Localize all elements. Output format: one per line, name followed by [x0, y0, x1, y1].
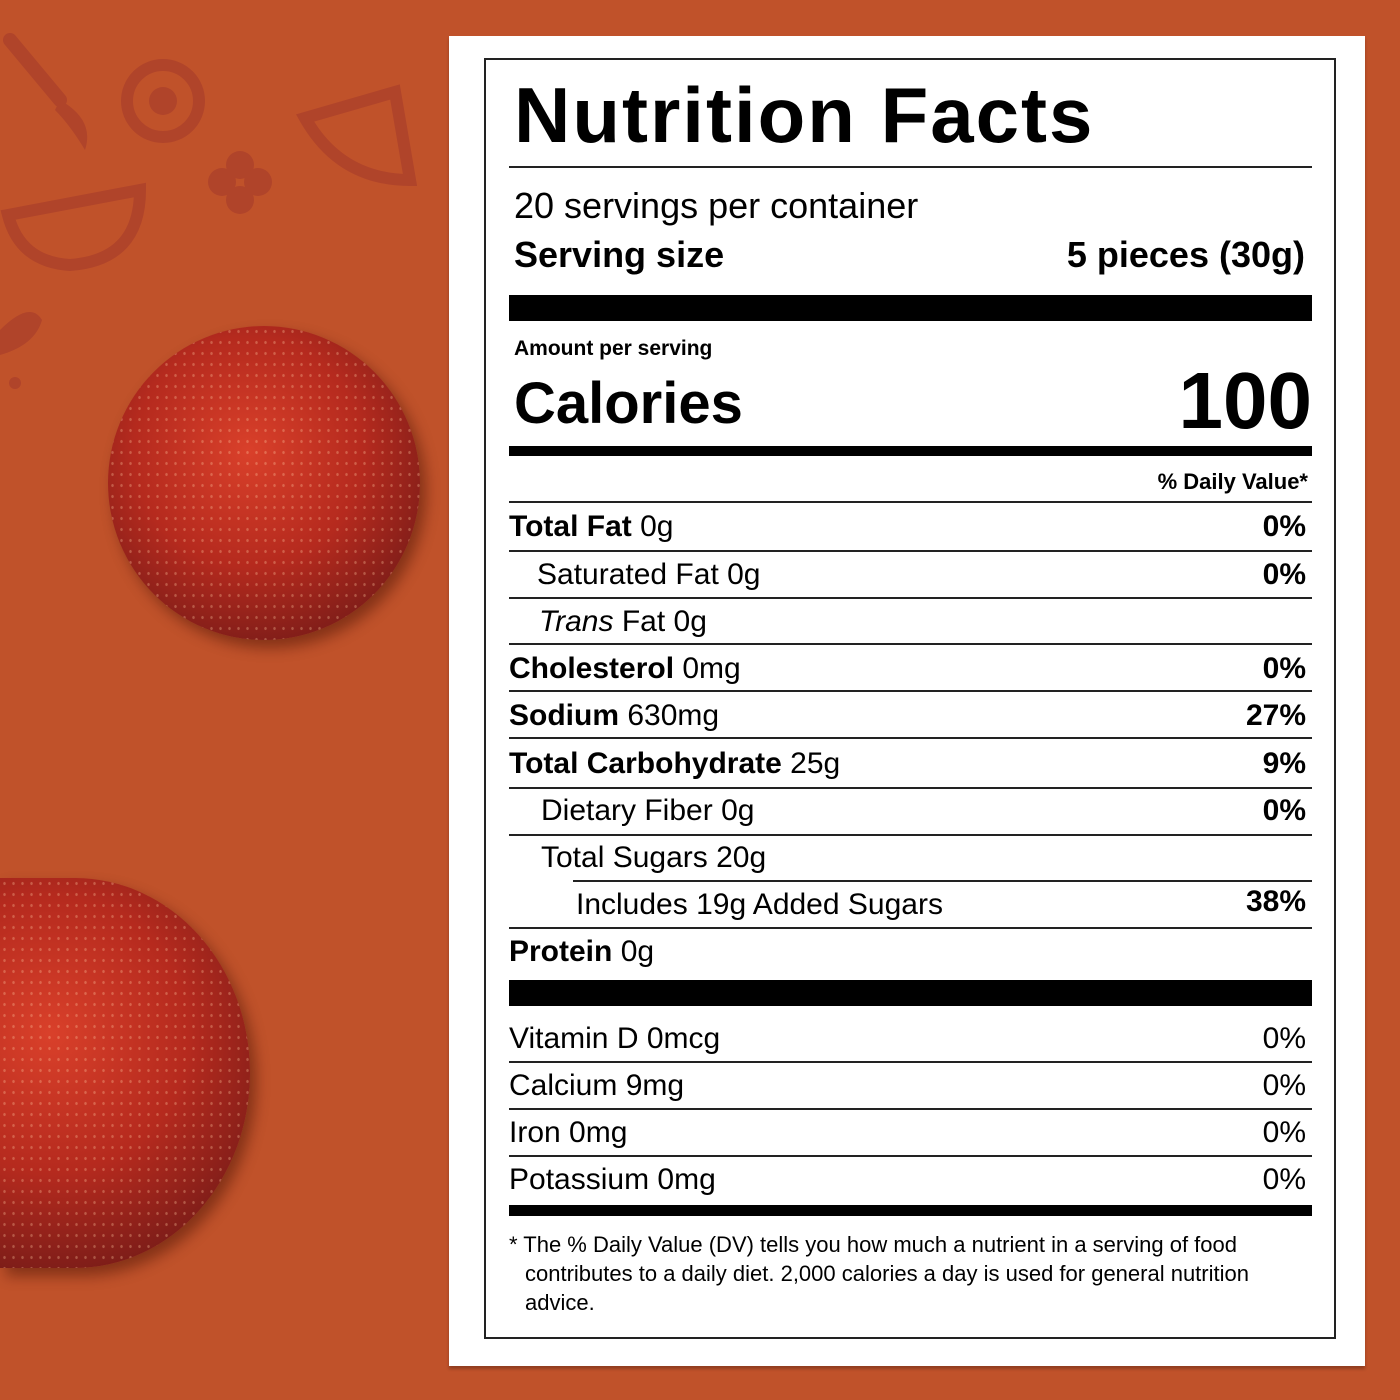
nutrient-amount: 0g: [727, 557, 761, 591]
nutrient-dv: 27%: [1245, 698, 1306, 732]
vitamin-row: Potassium 0mg 0%: [509, 1156, 1306, 1203]
calories-label: Calories: [514, 371, 743, 436]
nutrient-name: Total Sugars: [541, 840, 708, 874]
nutrient-amount: 0mg: [682, 651, 741, 685]
vitamin-row: Calcium 9mg 0%: [509, 1062, 1306, 1109]
nutrient-amount: 630mg: [627, 698, 720, 732]
vitamin-dv: 0%: [1262, 1021, 1306, 1055]
nutrient-dv: 0%: [1262, 793, 1306, 827]
vitamin-name: Iron 0mg: [509, 1115, 628, 1149]
divider: [509, 1108, 1312, 1110]
calories-value: 100: [1178, 356, 1312, 445]
footnote: * The % Daily Value (DV) tells you how m…: [509, 1232, 1249, 1315]
divider: [509, 834, 1312, 836]
nutrient-dv: 0%: [1262, 557, 1306, 591]
vitamin-row: Iron 0mg 0%: [509, 1109, 1306, 1156]
nutrient-amount: 0g: [721, 793, 755, 827]
nutrient-name: Total Fat: [509, 509, 632, 543]
vitamin-dv: 0%: [1262, 1162, 1306, 1196]
nutrient-name: Cholesterol: [509, 651, 675, 685]
amount-per-serving: Amount per serving: [514, 337, 713, 360]
vitamin-name: Vitamin D 0mcg: [509, 1021, 721, 1055]
nutrient-amount: 25g: [790, 746, 841, 780]
nutrient-row-total-fat: Total Fat 0g 0%: [509, 503, 1306, 550]
background-doodles: [0, 33, 418, 389]
divider: [509, 597, 1312, 599]
nutrient-row-total-sugars: Total Sugars 20g: [509, 834, 1306, 881]
nutrient-name: Total Carbohydrate: [509, 746, 782, 780]
medium-divider: [509, 446, 1312, 456]
nutrient-row-dietary-fiber: Dietary Fiber 0g 0%: [509, 787, 1306, 834]
nutrient-dv: 0%: [1262, 651, 1306, 685]
nutrient-amount: 20g: [716, 840, 767, 874]
nutrient-row-trans-fat: Trans Fat 0g: [509, 598, 1306, 645]
nutrient-row-saturated-fat: Saturated Fat 0g 0%: [509, 551, 1306, 598]
nutrition-facts-label: [484, 58, 1336, 1339]
label-title: Nutrition Facts: [514, 71, 1095, 159]
nutrient-name: Sodium: [509, 698, 619, 732]
nutrient-dv: 9%: [1262, 746, 1306, 780]
nutrient-name-italic: Trans: [539, 604, 614, 638]
nutrient-row-sodium: Sodium 630mg 27%: [509, 692, 1306, 739]
thick-divider: [509, 980, 1312, 1006]
target-doodle-icon: [121, 59, 205, 143]
nutrient-amount: 0g: [620, 934, 655, 968]
vitamin-name: Potassium 0mg: [509, 1162, 716, 1196]
watermelon-slice-doodle-icon: [0, 182, 147, 272]
divider: [509, 643, 1312, 645]
divider: [509, 737, 1312, 739]
nutrient-dv: 38%: [1245, 884, 1306, 918]
vitamin-row: Vitamin D 0mcg 0%: [509, 1015, 1306, 1062]
candy-ball-image: [108, 326, 420, 640]
vitamin-name: Calcium 9mg: [509, 1068, 685, 1102]
divider: [509, 787, 1312, 789]
brush-doodle-icon: [3, 33, 67, 107]
thick-divider: [509, 295, 1312, 321]
divider: [573, 880, 1312, 882]
nutrient-row-cholesterol: Cholesterol 0mg 0%: [509, 645, 1306, 692]
nutrient-row-added-sugars: Includes 19g Added Sugars 38%: [509, 878, 1306, 925]
divider: [509, 550, 1312, 552]
divider: [509, 1061, 1312, 1063]
nutrient-amount: 0g: [673, 604, 707, 638]
vitamin-dv: 0%: [1262, 1068, 1306, 1102]
medium-divider: [509, 1205, 1312, 1216]
vitamin-dv: 0%: [1262, 1115, 1306, 1149]
serving-size-value: 5 pieces (30g): [1066, 234, 1305, 275]
servings-per-container: 20 servings per container: [514, 185, 919, 226]
candy-ball-image: [0, 878, 250, 1268]
nutrient-amount: 0g: [640, 509, 674, 543]
nutrient-name: Dietary Fiber: [541, 793, 713, 827]
nutrient-name: Fat: [621, 604, 666, 638]
watermelon-doodle-icon: [296, 84, 418, 187]
divider: [509, 927, 1312, 929]
nutrient-row-total-carbohydrate: Total Carbohydrate 25g 9%: [509, 740, 1306, 787]
nutrient-dv: 0%: [1262, 509, 1306, 543]
nutrient-name: Saturated Fat: [537, 557, 719, 591]
nutrient-name: Includes 19g Added Sugars: [576, 887, 943, 921]
nutrition-panel: [449, 36, 1365, 1366]
daily-value-header: % Daily Value*: [1157, 469, 1308, 494]
nutrient-name: Protein: [509, 934, 613, 968]
divider: [509, 166, 1312, 168]
divider: [509, 1155, 1312, 1157]
serving-size-label: Serving size: [514, 234, 725, 275]
divider: [509, 501, 1312, 503]
nutrient-row-protein: Protein 0g: [509, 928, 1306, 975]
divider: [509, 690, 1312, 692]
